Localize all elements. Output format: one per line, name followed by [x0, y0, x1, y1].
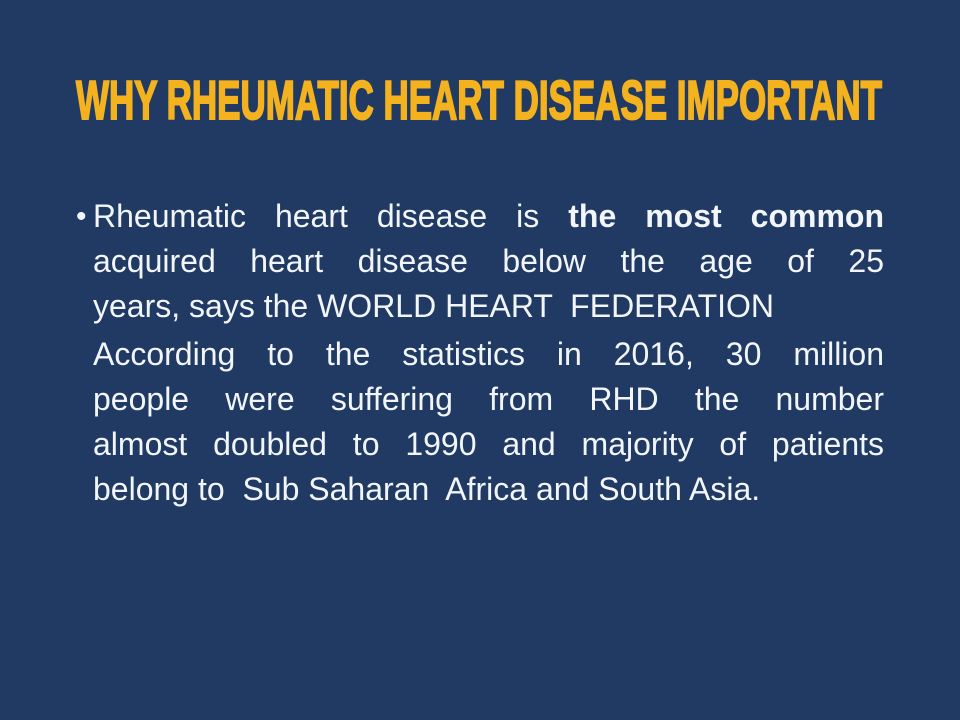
body-line: Rheumatic heart disease is the most comm…: [93, 194, 884, 239]
body-line: people were suffering from RHD the numbe…: [93, 381, 884, 417]
body-text: Rheumatic heart disease is: [93, 198, 569, 234]
body-line: acquired heart disease below the age of …: [93, 243, 884, 279]
slide-title-text: WHY RHEUMATIC HEART DISEASE IMPORTANT: [75, 69, 882, 131]
slide-title: WHY RHEUMATIC HEART DISEASE IMPORTANT: [75, 69, 882, 131]
body-line: years, says the WORLD HEART FEDERATION: [93, 288, 775, 324]
bullet-paragraph: • Rheumatic heart disease is the most co…: [76, 194, 884, 329]
body-line: belong to Sub Saharan Africa and South A…: [93, 471, 761, 507]
body-text-bold: the most common: [568, 198, 884, 234]
bullet-marker: •: [76, 200, 87, 233]
body-line: According to the statistics in 2016, 30 …: [93, 336, 884, 372]
paragraph: According to the statistics in 2016, 30 …: [76, 332, 884, 512]
slide-body: • Rheumatic heart disease is the most co…: [76, 194, 884, 512]
body-line: almost doubled to 1990 and majority of p…: [93, 426, 884, 462]
